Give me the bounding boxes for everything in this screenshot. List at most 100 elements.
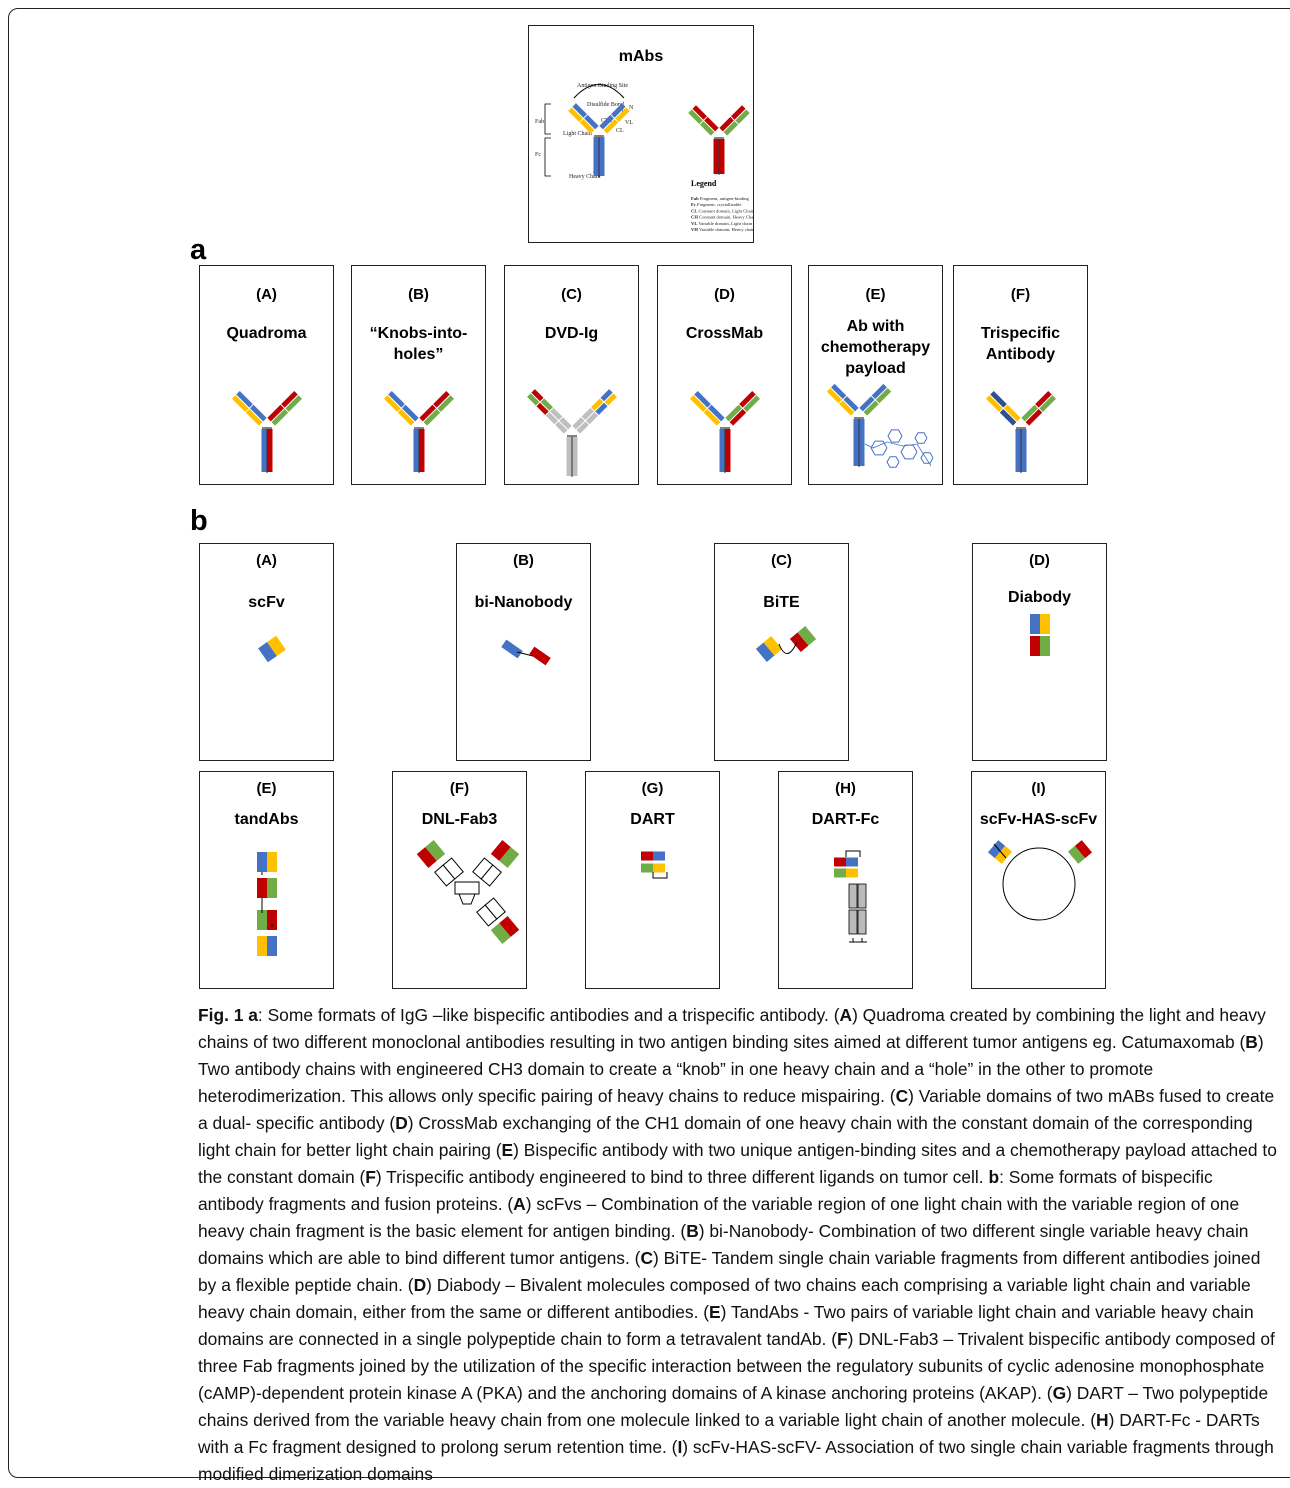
domain xyxy=(653,852,665,861)
fc-domain xyxy=(849,884,857,908)
legend-text: Fragment, crystallizable xyxy=(697,202,741,208)
legend-item: CH Constant domain, Heavy Chain xyxy=(691,215,753,221)
panel: (E) Ab with chemotherapy payload xyxy=(808,265,943,485)
domain xyxy=(257,878,267,898)
diagram-label: Fab xyxy=(535,119,544,125)
panel-name: Ab with chemotherapy payload xyxy=(817,316,935,379)
antibody-arm xyxy=(986,391,1021,426)
domain xyxy=(267,936,277,956)
panel: (A)Quadroma xyxy=(199,265,334,485)
panel-letter: (E) xyxy=(809,286,942,303)
panel-letter: (C) xyxy=(715,552,848,569)
panel-letter: (A) xyxy=(200,552,333,569)
fragment xyxy=(417,840,445,868)
panel: (B)“Knobs-into-holes” xyxy=(351,265,486,485)
antibody-arm xyxy=(267,391,302,426)
payload xyxy=(888,430,902,442)
antibody-arm xyxy=(859,384,891,416)
antibody-arm xyxy=(1021,391,1056,426)
panel-diagram xyxy=(972,772,1105,988)
domain xyxy=(414,429,419,472)
dock xyxy=(459,894,475,904)
domain xyxy=(600,137,605,176)
fragment xyxy=(257,878,277,898)
fragment xyxy=(1068,840,1092,864)
domain xyxy=(1040,614,1050,634)
domain xyxy=(641,852,653,861)
panel-diagram xyxy=(973,544,1106,760)
legend-text: Variable domain, Light chain xyxy=(698,221,752,227)
caption-bold: G xyxy=(1053,1383,1067,1403)
domain xyxy=(567,437,572,476)
fragment xyxy=(1030,614,1050,634)
panel-name: Diabody xyxy=(981,587,1099,608)
panel-name: BiTE xyxy=(723,592,841,613)
domain xyxy=(267,878,277,898)
panel-diagram xyxy=(457,544,590,760)
domain xyxy=(846,869,858,878)
caption-bold: D xyxy=(395,1113,408,1133)
panel: (C) BiTE xyxy=(714,543,849,761)
legend-abbr: VL xyxy=(691,221,697,226)
panel-letter: (H) xyxy=(779,780,912,797)
antibody-arm xyxy=(232,391,267,426)
domain xyxy=(262,429,267,472)
diagram-label: N xyxy=(629,105,634,111)
panel: (D)CrossMab xyxy=(657,265,792,485)
panel-letter: (C) xyxy=(505,286,638,303)
antibody-arm xyxy=(725,391,760,426)
has-ring xyxy=(1003,848,1075,920)
mabs-panel: mAbs Antigen Binding Site Disulfide Bond… xyxy=(528,25,754,243)
domain xyxy=(257,936,267,956)
caption-text: ) Trispecific antibody engineered to bin… xyxy=(376,1167,989,1187)
legend-item: Fab Fragment, antigen-binding xyxy=(691,196,750,202)
caption-bold: E xyxy=(709,1302,721,1322)
linker xyxy=(653,872,667,878)
domain xyxy=(257,852,267,872)
fc-domain xyxy=(858,910,866,934)
legend-abbr: CH xyxy=(691,215,698,220)
figure-caption: Fig. 1 a: Some formats of IgG –like bisp… xyxy=(198,1002,1280,1488)
panel: (F)Trispecific Antibody xyxy=(953,265,1088,485)
antibody-arm xyxy=(419,391,454,426)
panel-name: “Knobs-into-holes” xyxy=(360,323,478,365)
legend-item: Fc Fragment, crystallizable xyxy=(691,202,741,208)
panel-letter: (D) xyxy=(658,286,791,303)
domain xyxy=(1030,614,1040,634)
domain xyxy=(1040,636,1050,656)
payload xyxy=(915,433,927,443)
fragment xyxy=(834,869,858,878)
panel-name: DART-Fc xyxy=(787,809,905,830)
fragment xyxy=(501,640,523,659)
legend-item: VL Variable domain, Light chain xyxy=(691,221,753,227)
antibody-arm xyxy=(688,105,718,135)
diagram-label: Antigen Binding Site xyxy=(577,83,628,89)
caption-bold: Fig. 1 a xyxy=(198,1005,258,1025)
legend-abbr: VH xyxy=(691,227,698,232)
diagram-label: Light Chain xyxy=(563,131,592,137)
domain xyxy=(573,437,578,476)
legend-abbr: Fc xyxy=(691,202,696,207)
caption-bold: A xyxy=(840,1005,853,1025)
panel: (E)tandAbs xyxy=(199,771,334,989)
panel-diagram xyxy=(779,772,912,988)
domain xyxy=(1030,636,1040,656)
domain xyxy=(726,429,731,472)
bracket xyxy=(545,104,551,176)
caption-bold: D xyxy=(414,1275,427,1295)
antibody-arm xyxy=(527,389,572,434)
domain xyxy=(1022,429,1027,472)
panel-letter: (F) xyxy=(393,780,526,797)
linker xyxy=(853,938,862,942)
panel-diagram xyxy=(715,544,848,760)
panel-name: DART xyxy=(594,809,712,830)
panel-letter: (E) xyxy=(200,780,333,797)
panel-name: bi-Nanobody xyxy=(465,592,583,613)
domain xyxy=(501,640,523,659)
legend-text: Constant domain, Heavy Chain xyxy=(699,215,753,221)
fragment xyxy=(257,852,277,872)
fragment xyxy=(641,852,665,861)
caption-bold: F xyxy=(837,1329,848,1349)
legend-text: Constant domain, Light Chain xyxy=(699,208,753,214)
panel-letter: (F) xyxy=(954,286,1087,303)
